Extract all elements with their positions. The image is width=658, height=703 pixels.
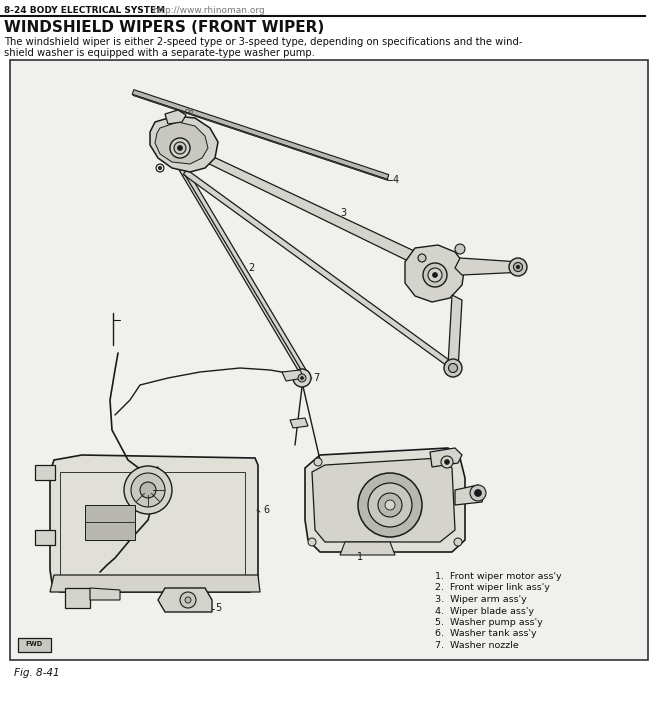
Circle shape [445, 460, 449, 465]
Polygon shape [165, 110, 186, 124]
Circle shape [174, 142, 186, 154]
Polygon shape [158, 588, 212, 612]
Circle shape [470, 485, 486, 501]
Circle shape [418, 254, 426, 262]
Polygon shape [305, 448, 465, 552]
Circle shape [358, 473, 422, 537]
Circle shape [454, 538, 462, 546]
Text: 2.  Front wiper link ass'y: 2. Front wiper link ass'y [435, 583, 550, 593]
Circle shape [124, 466, 172, 514]
Circle shape [131, 473, 165, 507]
Circle shape [423, 263, 447, 287]
Circle shape [178, 146, 182, 150]
Circle shape [444, 359, 462, 377]
Text: Fig. 8-41: Fig. 8-41 [14, 668, 60, 678]
Circle shape [180, 592, 196, 608]
Text: 1.  Front wiper motor ass'y: 1. Front wiper motor ass'y [435, 572, 562, 581]
Polygon shape [183, 169, 457, 370]
Circle shape [509, 258, 527, 276]
Text: 4: 4 [393, 175, 399, 185]
Circle shape [428, 268, 442, 282]
Polygon shape [430, 448, 462, 467]
Polygon shape [179, 166, 308, 377]
Polygon shape [290, 418, 308, 428]
Text: 7.  Washer nozzle: 7. Washer nozzle [435, 641, 519, 650]
Circle shape [156, 164, 164, 172]
Circle shape [449, 363, 457, 373]
Polygon shape [282, 370, 304, 381]
Polygon shape [50, 575, 260, 592]
Text: 2: 2 [248, 263, 254, 273]
Polygon shape [35, 465, 55, 480]
Bar [85, 505, 135, 540]
Text: shield washer is equipped with a separate-type washer pump.: shield washer is equipped with a separat… [4, 48, 315, 58]
Circle shape [378, 493, 402, 517]
Circle shape [432, 273, 438, 278]
Circle shape [446, 451, 454, 459]
Polygon shape [150, 116, 218, 172]
Polygon shape [405, 245, 465, 302]
Circle shape [441, 456, 453, 468]
Polygon shape [145, 467, 162, 478]
Polygon shape [455, 485, 485, 505]
Text: 8-24 BODY ELECTRICAL SYSTEM: 8-24 BODY ELECTRICAL SYSTEM [4, 6, 165, 15]
Circle shape [298, 374, 306, 382]
Text: http://www.rhinoman.org: http://www.rhinoman.org [152, 6, 265, 15]
Polygon shape [65, 588, 90, 608]
Text: The windshield wiper is either 2-speed type or 3-speed type, depending on specif: The windshield wiper is either 2-speed t… [4, 37, 522, 47]
Circle shape [185, 597, 191, 603]
Text: On: On [185, 109, 194, 114]
Text: 3: 3 [340, 208, 346, 218]
Circle shape [170, 138, 190, 158]
Bar [10, 60, 648, 660]
Text: 6.  Washer tank ass'y: 6. Washer tank ass'y [435, 629, 537, 638]
Circle shape [314, 458, 322, 466]
Circle shape [301, 377, 303, 380]
Polygon shape [198, 151, 432, 271]
Polygon shape [90, 588, 120, 600]
Polygon shape [50, 455, 258, 592]
Circle shape [293, 369, 311, 387]
Circle shape [308, 538, 316, 546]
Circle shape [516, 265, 520, 269]
Circle shape [140, 482, 156, 498]
Circle shape [513, 262, 522, 271]
Circle shape [455, 244, 465, 254]
Polygon shape [155, 122, 208, 164]
Text: WINDSHIELD WIPERS (FRONT WIPER): WINDSHIELD WIPERS (FRONT WIPER) [4, 20, 324, 35]
Text: 5: 5 [215, 603, 221, 613]
Polygon shape [455, 258, 525, 275]
Circle shape [385, 500, 395, 510]
Polygon shape [448, 295, 462, 370]
Text: FWD: FWD [26, 641, 43, 647]
Text: 7: 7 [313, 373, 319, 383]
Text: 4.  Wiper blade ass'y: 4. Wiper blade ass'y [435, 607, 534, 616]
Circle shape [474, 489, 482, 496]
Text: 3.  Wiper arm ass'y: 3. Wiper arm ass'y [435, 595, 527, 604]
Circle shape [368, 483, 412, 527]
Polygon shape [340, 542, 395, 555]
Circle shape [159, 167, 161, 169]
Polygon shape [35, 530, 55, 545]
Polygon shape [133, 94, 388, 181]
Text: 6: 6 [263, 505, 269, 515]
Text: 5.  Washer pump ass'y: 5. Washer pump ass'y [435, 618, 543, 627]
Polygon shape [312, 458, 455, 542]
Polygon shape [132, 89, 389, 179]
FancyBboxPatch shape [18, 638, 51, 652]
Text: 1: 1 [357, 552, 363, 562]
